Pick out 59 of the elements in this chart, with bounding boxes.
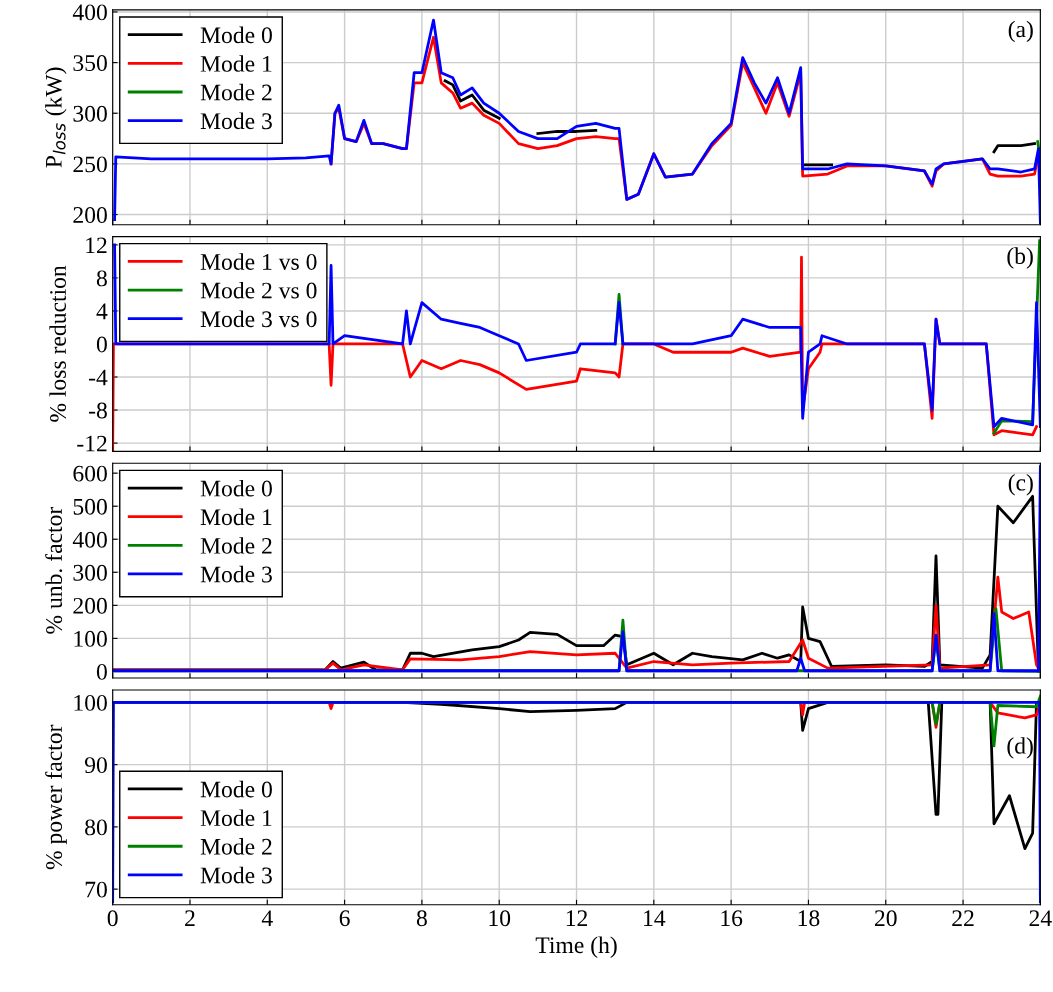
x-tick-label: 24 bbox=[1029, 910, 1052, 926]
y-tick-label: 12 bbox=[86, 237, 107, 254]
y-tick-label: 100 bbox=[74, 630, 107, 647]
legend-label: Mode 0 bbox=[200, 780, 272, 798]
y-tick-label: 100 bbox=[74, 694, 107, 711]
y-tick-label: -12 bbox=[77, 435, 107, 452]
y-tick-label: 600 bbox=[73, 465, 107, 482]
legend-label: Mode 2 vs 0 bbox=[200, 281, 317, 299]
annotation: (c) bbox=[1008, 474, 1033, 496]
x-tick-label: 10 bbox=[489, 910, 511, 927]
legend-label: Mode 3 bbox=[200, 565, 272, 583]
y-axis-title: % power factor bbox=[45, 724, 67, 870]
y-tick-label: 90 bbox=[84, 757, 107, 774]
x-tick-label: 4 bbox=[261, 910, 273, 926]
y-tick-label: 200 bbox=[73, 207, 107, 223]
y-tick-label: 250 bbox=[73, 156, 107, 173]
legend-label: Mode 2 bbox=[200, 838, 272, 855]
legend-label: Mode 1 bbox=[200, 809, 272, 827]
x-tick-label: 22 bbox=[952, 910, 974, 926]
y-tick-label: 0 bbox=[96, 336, 107, 353]
annotation: (d) bbox=[1007, 737, 1033, 759]
x-tick-label: 12 bbox=[566, 910, 588, 926]
legend-label: Mode 1 bbox=[200, 55, 272, 72]
y-tick-label: 200 bbox=[73, 597, 107, 614]
legend-label: Mode 3 bbox=[200, 866, 272, 884]
y-tick-label: 350 bbox=[73, 55, 107, 72]
y-tick-label: 400 bbox=[72, 4, 107, 21]
y-axis-title: % loss reduction bbox=[49, 265, 67, 422]
x-tick-label: 14 bbox=[644, 910, 666, 926]
x-tick-label: 16 bbox=[721, 910, 743, 927]
y-tick-label: 70 bbox=[85, 881, 107, 898]
y-tick-label: 8 bbox=[96, 270, 107, 287]
y-tick-label: 4 bbox=[96, 303, 108, 320]
legend-label: Mode 0 bbox=[200, 26, 272, 44]
legend-label: Mode 3 vs 0 bbox=[200, 310, 317, 328]
y-tick-label: -4 bbox=[89, 369, 108, 386]
y-tick-label: 400 bbox=[72, 531, 107, 548]
legend-label: Mode 1 vs 0 bbox=[200, 253, 317, 270]
x-tick-label: 18 bbox=[798, 910, 820, 927]
legend-label: Mode 2 bbox=[200, 537, 272, 554]
legend-label: Mode 3 bbox=[200, 112, 272, 130]
x-tick-label: 8 bbox=[416, 910, 427, 927]
y-tick-label: 80 bbox=[85, 819, 107, 836]
y-tick-label: 300 bbox=[73, 105, 107, 122]
y-tick-label: 500 bbox=[73, 498, 107, 515]
annotation: (a) bbox=[1008, 20, 1033, 43]
x-tick-label: 2 bbox=[185, 910, 195, 926]
x-tick-label: 20 bbox=[874, 910, 897, 927]
x-axis-title: Time (h) bbox=[535, 936, 617, 958]
annotation: (b) bbox=[1007, 247, 1033, 269]
legend-label: Mode 1 bbox=[200, 508, 272, 526]
y-axis-title: P$_{loss}$ (kW) bbox=[45, 67, 67, 168]
legend-label: Mode 2 bbox=[200, 83, 272, 101]
y-tick-label: 0 bbox=[96, 663, 107, 680]
y-axis-title: % unb. factor bbox=[45, 506, 63, 634]
y-tick-label: -8 bbox=[89, 402, 107, 419]
legend-label: Mode 0 bbox=[200, 479, 272, 497]
x-tick-label: 6 bbox=[339, 910, 350, 927]
y-tick-label: 300 bbox=[73, 564, 107, 581]
